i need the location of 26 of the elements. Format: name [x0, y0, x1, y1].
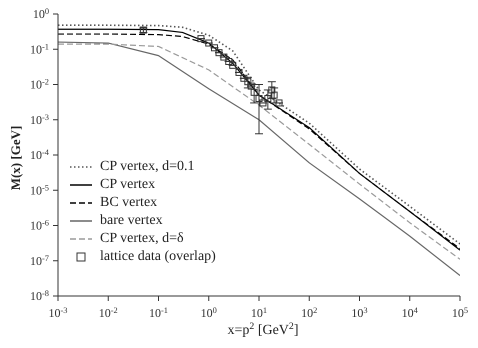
x-tick-label: 10$^{3}$	[351, 306, 368, 320]
x-axis-title: x=p$^{2}$ [GeV$^{2}$]	[228, 320, 298, 338]
legend-label: lattice data (overlap)	[100, 248, 216, 266]
x-tick-label: 10$^{1}$	[250, 306, 268, 320]
y-tick-label: 10$^{-6}$	[30, 218, 49, 232]
x-tick-label: 10$^{4}$	[402, 306, 419, 320]
legend-label: BC vertex	[100, 194, 158, 212]
y-axis-title: M(x) [GeV]	[8, 126, 23, 190]
legend-label: CP vertex, d=δ	[100, 230, 184, 248]
y-tick-label: 10$^{-3}$	[30, 112, 49, 127]
y-tick-label: 10$^{0}$	[32, 6, 49, 21]
x-tick-label: 10$^{-3}$	[48, 306, 68, 320]
y-tick-label: 10$^{-2}$	[30, 77, 49, 92]
y-tick-label: 10$^{-1}$	[30, 42, 49, 56]
y-tick-label: 10$^{-4}$	[30, 148, 50, 162]
x-tick-label: 10$^{-1}$	[149, 306, 168, 320]
legend-label: bare vertex	[100, 212, 163, 230]
x-tick-label: 10$^{-2}$	[98, 306, 118, 320]
legend-label: CP vertex	[100, 176, 156, 194]
x-tick-label: 10$^{0}$	[200, 306, 217, 320]
legend-label: CP vertex, d=0.1	[100, 158, 194, 176]
y-tick-label: 10$^{-5}$	[30, 182, 49, 198]
x-tick-label: 10$^{2}$	[301, 306, 318, 320]
x-tick-label: 10$^{5}$	[452, 306, 468, 320]
y-tick-label: 10$^{-7}$	[30, 253, 49, 268]
y-tick-label: 10$^{-8}$	[30, 288, 49, 303]
